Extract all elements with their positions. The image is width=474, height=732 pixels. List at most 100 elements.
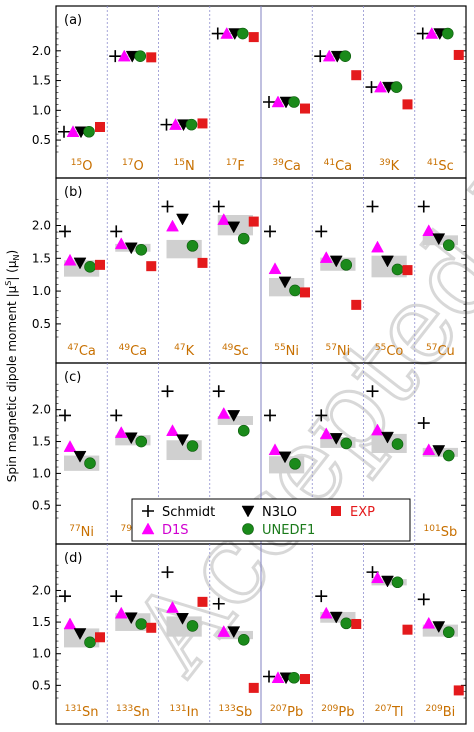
y-tick-label: 2.0 xyxy=(32,44,51,58)
nucleus-label: 209Pb xyxy=(321,704,354,720)
marker-schmidt xyxy=(161,200,174,213)
marker-unedf1 xyxy=(391,576,404,589)
marker-schmidt xyxy=(366,385,379,398)
marker-d1s xyxy=(319,427,333,440)
nucleus-label: 131Sn xyxy=(65,704,99,720)
y-axis-label: Spin magnetic dipole moment |μS| (μN) xyxy=(4,250,21,482)
marker-d1s xyxy=(371,571,384,584)
marker-d1s xyxy=(422,616,436,629)
nucleus-99Sn: 99Sn xyxy=(264,409,305,540)
nucleus-label: 41Sc xyxy=(427,158,454,174)
marker-d1s xyxy=(322,49,336,62)
marker-d1s xyxy=(271,671,285,684)
legend-entry-exp: EXP xyxy=(331,505,375,520)
mass-number: 79 xyxy=(120,524,132,534)
mass-number: 133 xyxy=(219,704,236,714)
marker-exp xyxy=(351,618,362,629)
legend-entry-n3lo: N3LO xyxy=(241,505,297,520)
marker-d1s xyxy=(371,423,384,436)
ylabel-part: | ( xyxy=(5,268,19,281)
element-symbol: Sn xyxy=(133,705,150,720)
marker-exp xyxy=(351,70,362,81)
nucleus-label: 17F xyxy=(226,158,245,174)
panel-d: 0.51.01.52.0(d)131Sn 133Sn 131In 133Sb 207Pb… xyxy=(32,543,467,725)
marker-d1s xyxy=(268,443,282,456)
marker-d1s xyxy=(169,118,182,130)
marker-exp xyxy=(197,596,208,607)
marker-exp xyxy=(402,265,413,276)
marker-unedf1 xyxy=(340,259,353,271)
marker-schmidt xyxy=(161,566,174,579)
element-symbol: Ca xyxy=(284,159,301,174)
mass-number: 55 xyxy=(375,343,386,353)
marker-exp xyxy=(351,299,362,310)
marker-n3lo xyxy=(227,410,241,422)
mass-number: 39 xyxy=(272,158,284,168)
marker-unedf1 xyxy=(340,437,353,450)
y-tick-label: 1.5 xyxy=(32,615,51,629)
marker-exp xyxy=(453,49,464,60)
marker-d1s xyxy=(166,601,179,613)
mass-number: 15 xyxy=(174,158,185,168)
panel-label: (b) xyxy=(64,185,82,200)
marker-n3lo xyxy=(381,575,394,588)
mass-number: 77 xyxy=(69,524,80,534)
legend-entry-unedf1: UNEDF1 xyxy=(242,523,315,538)
panel-label: (d) xyxy=(64,551,82,566)
element-symbol: In xyxy=(187,705,199,720)
mass-number: 101 xyxy=(424,524,441,534)
marker-exp xyxy=(402,99,413,110)
nucleus-label: 207Pb xyxy=(270,704,303,720)
panel-b: 0.51.01.52.0(b)47Ca 49Ca 47K 49Sc 55Ni 57Ni 55… xyxy=(32,177,467,364)
nucleus-label: 49Ca xyxy=(119,343,148,359)
marker-exp xyxy=(248,682,259,693)
marker-exp xyxy=(248,216,259,227)
marker-d1s xyxy=(422,224,436,237)
marker-unedf1 xyxy=(185,118,198,131)
element-symbol: O xyxy=(133,159,143,174)
marker-unedf1 xyxy=(237,232,250,245)
marker-unedf1 xyxy=(236,27,249,40)
nucleus-label: 47Ca xyxy=(67,343,96,359)
marker-schmidt xyxy=(417,417,430,430)
marker-schmidt xyxy=(212,385,225,398)
element-symbol: Cu xyxy=(437,344,454,359)
marker-exp xyxy=(197,118,208,129)
nucleus-131In: 131In xyxy=(161,566,208,720)
element-symbol: K xyxy=(391,159,400,174)
nucleus-55Ni: 55Ni xyxy=(264,225,310,359)
marker-d1s xyxy=(117,49,131,62)
marker-d1s xyxy=(268,262,282,275)
nucleus-label: 57Ni xyxy=(325,343,350,359)
nucleus-209Pb: 209Pb xyxy=(315,590,362,720)
element-symbol: Ni xyxy=(337,344,350,359)
marker-unedf1 xyxy=(134,50,147,62)
legend-marker xyxy=(142,505,154,517)
nucleus-209Bi: 209Bi xyxy=(417,593,464,720)
marker-unedf1 xyxy=(442,239,455,251)
mass-number: 47 xyxy=(67,343,78,353)
ylabel-part: ) xyxy=(5,250,19,255)
nucleus-207Pb: 207Pb xyxy=(263,670,310,720)
marker-unedf1 xyxy=(186,440,199,452)
legend-marker xyxy=(331,506,341,516)
marker-schmidt xyxy=(264,225,276,238)
nucleus-label: 17O xyxy=(122,158,144,174)
marker-n3lo xyxy=(329,611,343,624)
mass-number: 49 xyxy=(222,343,234,353)
marker-n3lo xyxy=(432,621,446,634)
nucleus-label: 133Sb xyxy=(219,704,253,720)
nucleus-133Sn: 133Sn xyxy=(110,590,157,720)
y-tick-label: 0.5 xyxy=(32,678,51,692)
marker-unedf1 xyxy=(442,626,455,639)
nucleus-label: 77Ni xyxy=(69,524,94,540)
marker-exp xyxy=(146,52,157,63)
marker-d1s xyxy=(114,237,128,250)
element-symbol: Co xyxy=(386,344,403,359)
element-symbol: Sb xyxy=(441,525,458,540)
nucleus-label: 133Sn xyxy=(116,704,150,720)
y-tick-label: 2.0 xyxy=(32,219,51,233)
element-symbol: Tl xyxy=(391,705,404,720)
mass-number: 41 xyxy=(427,158,438,168)
marker-unedf1 xyxy=(135,243,148,256)
